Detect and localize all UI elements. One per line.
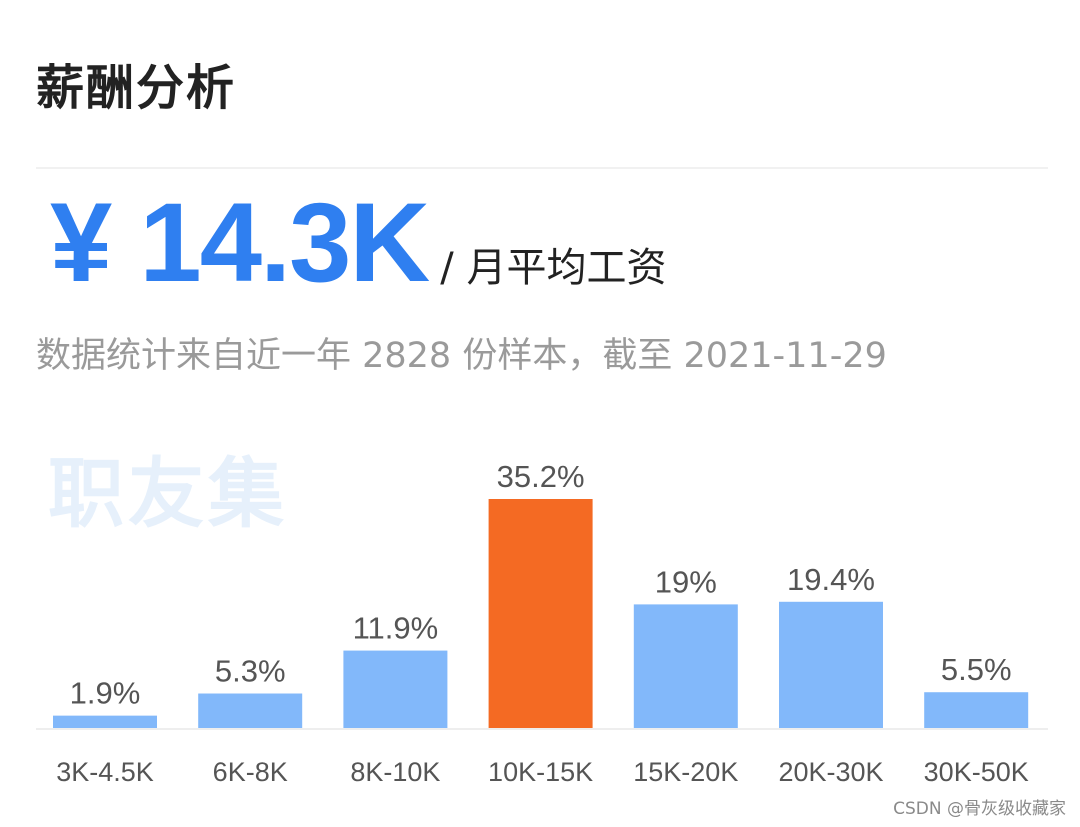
bar-value-label: 5.5% bbox=[941, 652, 1012, 687]
x-tick-label: 15K-20K bbox=[633, 757, 738, 787]
bar-3K-4.5K bbox=[53, 715, 157, 728]
bar-value-label: 35.2% bbox=[497, 459, 585, 494]
x-tick-label: 6K-8K bbox=[213, 757, 288, 787]
x-tick-label: 8K-10K bbox=[350, 757, 440, 787]
bar-6K-8K bbox=[198, 693, 303, 728]
x-tick-label: 10K-15K bbox=[488, 757, 593, 787]
sample-note: 数据统计来自近一年 2828 份样本，截至 2021-11-29 bbox=[36, 336, 887, 376]
average-salary-unit: / 月平均工资 bbox=[440, 245, 667, 291]
x-tick-label: 30K-50K bbox=[924, 757, 1029, 787]
bar-value-label: 1.9% bbox=[70, 676, 141, 711]
bar-8K-10K bbox=[343, 650, 448, 728]
divider bbox=[36, 167, 1048, 169]
bar-30K-50K bbox=[924, 692, 1029, 728]
bar-value-label: 19% bbox=[655, 564, 717, 599]
x-tick-label: 3K-4.5K bbox=[56, 757, 154, 787]
source-credit: CSDN @骨灰级收藏家 bbox=[893, 799, 1066, 819]
page-title: 薪酬分析 bbox=[36, 60, 237, 116]
watermark-logo: 职友集 bbox=[48, 449, 288, 538]
bar-20K-30K bbox=[779, 601, 883, 728]
bar-value-label: 19.4% bbox=[787, 562, 875, 597]
average-salary-value: ¥ 14.3K bbox=[50, 180, 430, 305]
bar-15K-20K bbox=[633, 604, 738, 728]
bar-value-label: 11.9% bbox=[353, 611, 439, 646]
bar-10K-15K bbox=[488, 499, 593, 728]
x-tick-label: 20K-30K bbox=[778, 757, 883, 787]
salary-summary: ¥ 14.3K / 月平均工资 bbox=[50, 178, 667, 305]
bar-value-label: 5.3% bbox=[215, 654, 286, 689]
